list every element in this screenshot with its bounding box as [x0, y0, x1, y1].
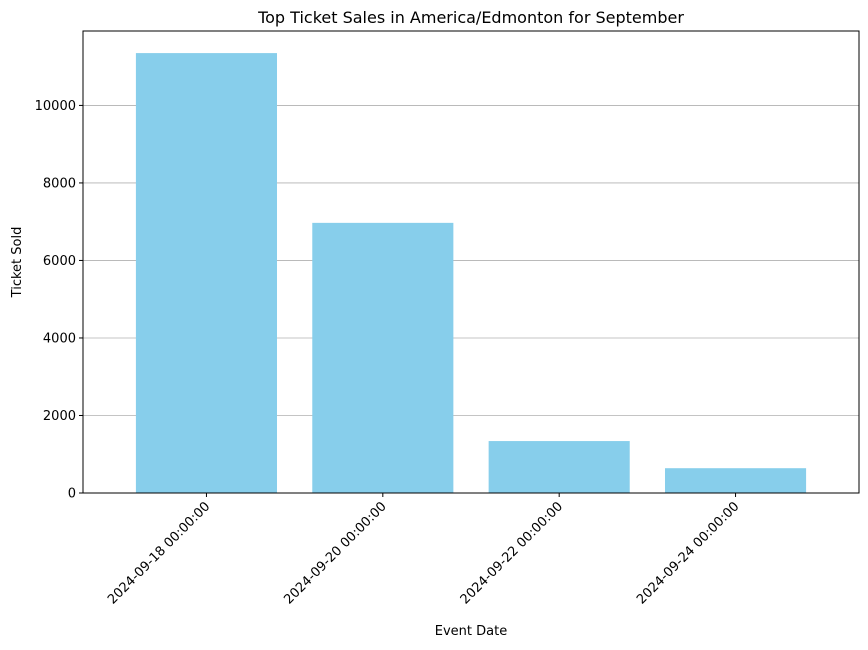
bar-2 [312, 222, 454, 493]
y-tick-label: 0 [68, 487, 76, 502]
y-tick-label: 6000 [43, 254, 76, 269]
x-tick-label: 2024-09-24 00:00:00 [634, 499, 742, 607]
y-tick-label: 8000 [43, 176, 76, 191]
bar-4 [665, 468, 807, 493]
y-tick-label: 4000 [43, 331, 76, 346]
x-tick-label: 2024-09-20 00:00:00 [281, 499, 389, 607]
y-axis-label: Ticket Sold [10, 227, 25, 299]
x-axis-label: Event Date [435, 624, 507, 639]
x-axis-ticks: 2024-09-18 00:00:00 2024-09-20 00:00:00 20… [105, 493, 742, 607]
bars [135, 53, 807, 493]
bar-1 [135, 53, 277, 493]
x-tick-label: 2024-09-22 00:00:00 [458, 499, 566, 607]
x-tick-label: 2024-09-18 00:00:00 [105, 499, 213, 607]
y-tick-label: 2000 [43, 409, 76, 424]
chart-title: Top Ticket Sales in America/Edmonton for… [257, 8, 684, 27]
plot-frame [82, 30, 860, 494]
y-axis-ticks: 0 2000 4000 6000 8000 10000 [35, 99, 83, 502]
bar-3 [488, 441, 630, 493]
y-tick-label: 10000 [35, 99, 76, 114]
